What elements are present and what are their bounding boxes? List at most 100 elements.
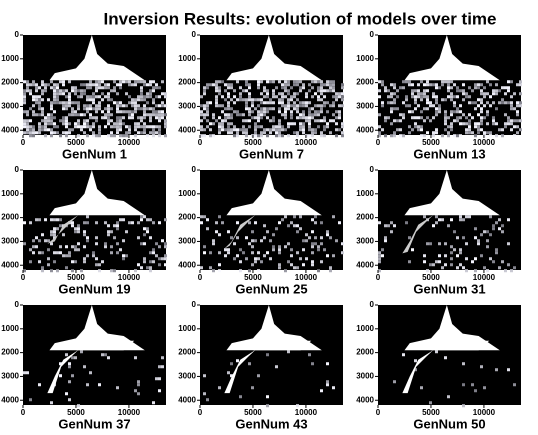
- noise-cell: [378, 251, 381, 255]
- noise-cell: [450, 80, 453, 84]
- noise-cell: [50, 230, 53, 234]
- noise-cell: [278, 263, 281, 267]
- x-tick-label: 5000: [67, 273, 85, 282]
- noise-cell: [405, 221, 408, 225]
- noise-cell: [296, 404, 299, 408]
- noise-cell: [164, 134, 167, 138]
- noise-cell: [519, 83, 522, 87]
- noise-cell: [236, 254, 239, 258]
- noise-cell: [450, 245, 453, 249]
- noise-cell: [56, 131, 59, 135]
- noise-cell: [230, 83, 233, 87]
- noise-cell: [35, 113, 38, 117]
- noise-cell: [251, 101, 254, 105]
- noise-cell: [95, 263, 98, 267]
- y-tick-label: 0: [192, 30, 197, 39]
- noise-cell: [83, 365, 86, 369]
- noise-cell: [465, 122, 468, 126]
- noise-cell: [468, 131, 471, 135]
- noise-cell: [266, 101, 269, 105]
- noise-cell: [269, 98, 272, 102]
- noise-cell: [38, 131, 41, 135]
- noise-cell: [71, 101, 74, 105]
- noise-cell: [143, 125, 146, 129]
- noise-cell: [74, 110, 77, 114]
- noise-cell: [417, 104, 420, 108]
- noise-cell: [381, 83, 384, 87]
- noise-cell: [378, 257, 381, 261]
- noise-cell: [453, 83, 456, 87]
- noise-cell: [86, 134, 89, 138]
- noise-cell: [275, 125, 278, 129]
- noise-cell: [62, 254, 65, 258]
- noise-cell: [107, 98, 110, 102]
- noise-cell: [329, 266, 332, 270]
- noise-cell: [44, 89, 47, 93]
- noise-cell: [447, 395, 450, 399]
- noise-cell: [450, 218, 453, 222]
- noise-cell: [26, 131, 29, 135]
- noise-cell: [275, 134, 278, 138]
- noise-cell: [101, 110, 104, 114]
- noise-cell: [326, 383, 329, 387]
- noise-cell: [435, 350, 438, 354]
- noise-cell: [272, 95, 275, 99]
- noise-cell: [29, 92, 32, 96]
- noise-cell: [44, 83, 47, 87]
- noise-cell: [317, 86, 320, 90]
- noise-cell: [221, 95, 224, 99]
- noise-cell: [38, 239, 41, 243]
- noise-cell: [77, 134, 80, 138]
- noise-cell: [381, 248, 384, 252]
- noise-cell: [468, 86, 471, 90]
- noise-cell: [32, 239, 35, 243]
- noise-cell: [323, 83, 326, 87]
- noise-cell: [80, 83, 83, 87]
- noise-cell: [251, 386, 254, 390]
- noise-cell: [125, 125, 128, 129]
- noise-cell: [107, 230, 110, 234]
- noise-cell: [435, 113, 438, 117]
- noise-cell: [329, 80, 332, 84]
- noise-cell: [233, 95, 236, 99]
- noise-cell: [396, 107, 399, 111]
- noise-cell: [140, 92, 143, 96]
- noise-cell: [332, 101, 335, 105]
- noise-cell: [104, 242, 107, 246]
- noise-cell: [462, 218, 465, 222]
- noise-cell: [486, 80, 489, 84]
- noise-cell: [450, 110, 453, 114]
- noise-cell: [257, 110, 260, 114]
- noise-cell: [254, 239, 257, 243]
- noise-cell: [44, 218, 47, 222]
- noise-cell: [239, 86, 242, 90]
- noise-cell: [77, 101, 80, 105]
- noise-cell: [311, 86, 314, 90]
- noise-cell: [272, 89, 275, 93]
- noise-cell: [44, 125, 47, 129]
- noise-cell: [450, 92, 453, 96]
- noise-cell: [263, 128, 266, 132]
- noise-cell: [215, 119, 218, 123]
- noise-cell: [92, 251, 95, 255]
- noise-cell: [254, 98, 257, 102]
- noise-cell: [417, 95, 420, 99]
- noise-cell: [41, 269, 44, 273]
- noise-cell: [98, 95, 101, 99]
- noise-cell: [38, 122, 41, 126]
- noise-cell: [381, 80, 384, 84]
- noise-cell: [462, 113, 465, 117]
- noise-cell: [143, 233, 146, 237]
- noise-cell: [326, 125, 329, 129]
- noise-cell: [486, 239, 489, 243]
- noise-cell: [122, 80, 125, 84]
- noise-cell: [260, 125, 263, 129]
- noise-cell: [393, 131, 396, 135]
- noise-cell: [143, 98, 146, 102]
- y-tick-label: 2000: [1, 348, 19, 357]
- noise-cell: [161, 110, 164, 114]
- noise-cell: [38, 98, 41, 102]
- noise-cell: [128, 110, 131, 114]
- noise-cell: [161, 356, 164, 360]
